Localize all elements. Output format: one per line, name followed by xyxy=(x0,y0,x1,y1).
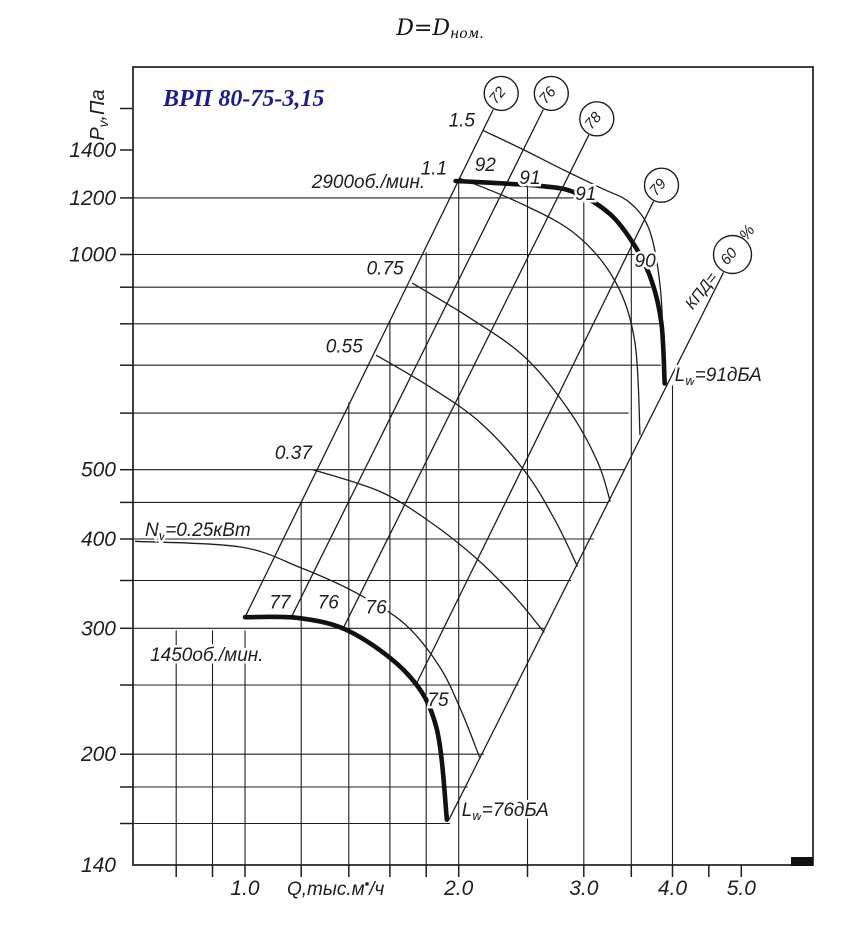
power-label-0.25: Nv=0.25кВт xyxy=(145,520,251,543)
power-curve-0.75 xyxy=(411,282,611,502)
power-label-0.55: 0.55 xyxy=(326,336,363,357)
power-label-0.75: 0.75 xyxy=(367,259,404,280)
curve-annotation-7-75: 75 xyxy=(427,690,449,711)
efficiency-line-78 xyxy=(341,134,590,631)
efficiency-circle-76 xyxy=(533,75,569,112)
y-axis-label-1000: 1000 xyxy=(69,244,116,267)
power-label-0.37: 0.37 xyxy=(275,443,313,464)
plot-frame xyxy=(132,66,814,866)
power-curve-0.55 xyxy=(375,354,579,567)
speed-label-1450: 1450об./мин. xyxy=(150,645,263,666)
y-axis-label-300: 300 xyxy=(81,617,116,640)
power-curve-1.1 xyxy=(458,177,641,436)
fan-model-title: ВРП 80-75-3,15 xyxy=(163,86,325,112)
fan-curve-1450 xyxy=(242,614,450,822)
subtitle-subscript: ном. xyxy=(450,26,484,42)
curve-annotation-1-91: 91 xyxy=(519,168,540,189)
curve-annotation-0-92: 92 xyxy=(475,155,497,176)
y-axis-label-400: 400 xyxy=(81,528,116,551)
curve-annotation-2-91: 91 xyxy=(575,184,596,205)
x-axis-title: Q,тыс.м▪/ч xyxy=(287,876,385,900)
y-axis-label-140: 140 xyxy=(81,854,116,877)
power-curve-1.5 xyxy=(482,129,666,386)
power-label-1.5: 1.5 xyxy=(449,110,476,131)
curve-annotation-4-77: 77 xyxy=(269,593,292,614)
x-axis-label-5.0: 5.0 xyxy=(727,877,757,900)
x-axis-label-4.0: 4.0 xyxy=(658,877,688,900)
x-axis-label-3.0: 3.0 xyxy=(569,877,599,900)
x-axis-label-1.0: 1.0 xyxy=(230,877,260,900)
y-axis-label-1200: 1200 xyxy=(69,187,116,210)
curve-annotation-5-76: 76 xyxy=(318,593,340,614)
y-axis-label-1400: 1400 xyxy=(69,139,116,162)
curve-annotation-6-76: 76 xyxy=(366,597,388,618)
corner-scale-mark xyxy=(791,857,813,866)
curve-annotation-3-90: 90 xyxy=(635,251,657,272)
noise-label-1: Lw=76дБА xyxy=(462,800,549,823)
subtitle-main: D=D xyxy=(396,16,450,41)
y-axis-title: Pv,Па xyxy=(87,89,111,140)
speed-label-2900: 2900об./мин. xyxy=(311,172,425,193)
efficiency-prefix-60: КПД= xyxy=(682,270,721,313)
power-curve-0.37 xyxy=(312,469,545,633)
y-axis-label-200: 200 xyxy=(80,743,116,766)
efficiency-circle-78 xyxy=(579,101,615,137)
efficiency-line-60 xyxy=(448,272,725,820)
fan-curve-2900 xyxy=(453,178,667,386)
power-label-1.1: 1.1 xyxy=(421,158,447,179)
efficiency-line-76 xyxy=(291,109,544,617)
efficiency-circle-72 xyxy=(483,75,519,112)
x-axis-label-2.0: 2.0 xyxy=(443,877,474,900)
efficiency-line-79 xyxy=(415,201,655,686)
power-curve-0.25 xyxy=(134,540,481,758)
efficiency-circle-79 xyxy=(643,167,680,203)
noise-label-0: Lw=91дБА xyxy=(675,365,762,388)
efficiency-line-72 xyxy=(244,109,494,618)
efficiency-circle-60 xyxy=(712,234,753,275)
y-axis-label-500: 500 xyxy=(81,459,116,482)
chart-subtitle: D=Dном. xyxy=(355,16,525,42)
